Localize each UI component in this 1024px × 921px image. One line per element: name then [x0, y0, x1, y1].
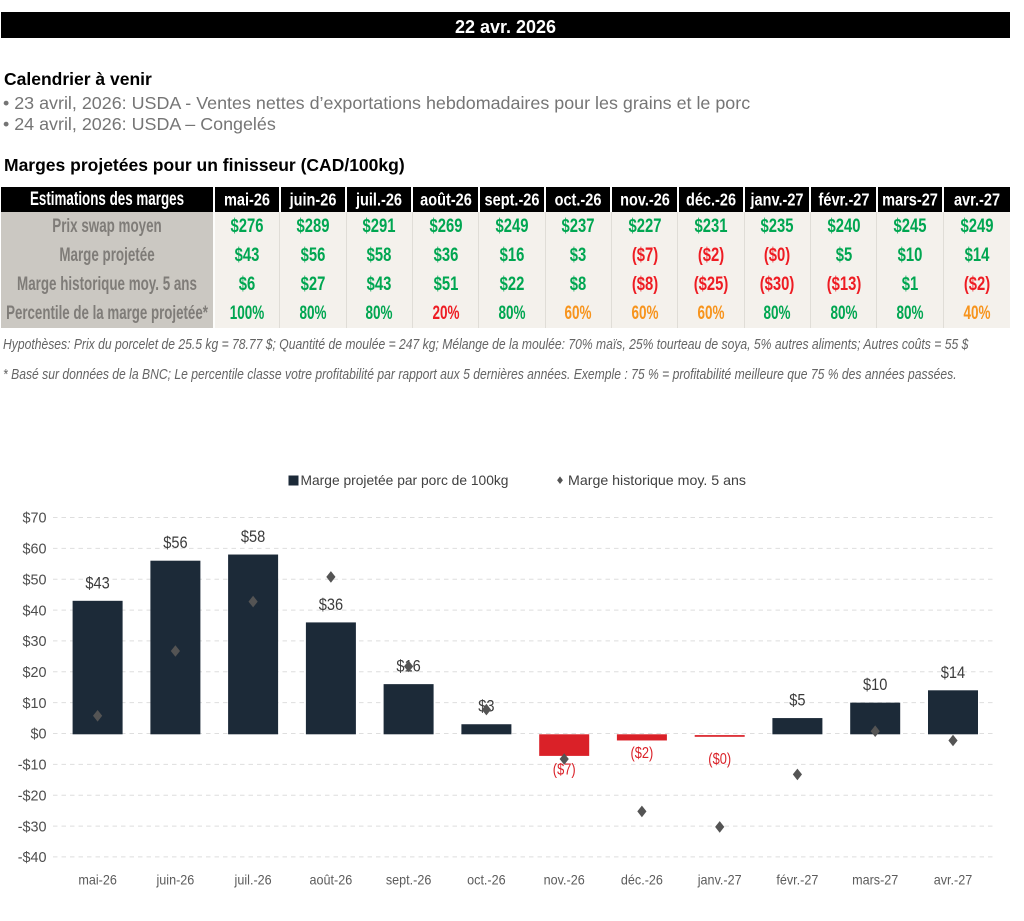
- svg-text:($7): ($7): [553, 762, 576, 779]
- svg-text:$30: $30: [23, 633, 47, 650]
- svg-text:-$10: -$10: [18, 757, 47, 774]
- svg-text:$40: $40: [23, 602, 47, 619]
- svg-text:mai-26: mai-26: [78, 872, 117, 888]
- svg-text:($2): ($2): [631, 745, 654, 762]
- svg-text:nov.-26: nov.-26: [544, 872, 585, 888]
- svg-text:déc.-26: déc.-26: [621, 872, 663, 888]
- svg-text:$50: $50: [23, 571, 47, 588]
- svg-text:janv.-27: janv.-27: [697, 872, 742, 888]
- svg-text:Marge projetée par porc de 100: Marge projetée par porc de 100kg: [301, 472, 509, 488]
- svg-text:$5: $5: [789, 691, 805, 710]
- svg-text:sept.-26: sept.-26: [386, 872, 432, 888]
- svg-text:$56: $56: [163, 533, 187, 552]
- svg-text:$70: $70: [23, 510, 47, 527]
- svg-text:févr.-27: févr.-27: [776, 872, 818, 888]
- svg-text:juin-26: juin-26: [156, 872, 195, 888]
- svg-text:août-26: août-26: [310, 872, 353, 888]
- svg-text:-$20: -$20: [18, 787, 47, 804]
- svg-text:mars-27: mars-27: [852, 872, 898, 888]
- svg-text:juil.-26: juil.-26: [234, 872, 272, 888]
- svg-text:-$40: -$40: [18, 849, 47, 866]
- svg-text:$43: $43: [85, 573, 109, 592]
- svg-text:-$30: -$30: [18, 818, 47, 835]
- svg-text:$36: $36: [319, 595, 343, 614]
- svg-text:($0): ($0): [708, 751, 731, 768]
- svg-text:$0: $0: [31, 726, 47, 743]
- svg-text:Marge historique moy. 5 ans: Marge historique moy. 5 ans: [568, 472, 746, 488]
- svg-text:$10: $10: [23, 695, 47, 712]
- svg-text:$10: $10: [863, 675, 887, 694]
- svg-text:$20: $20: [23, 664, 47, 681]
- svg-text:$14: $14: [941, 663, 965, 682]
- svg-text:avr.-27: avr.-27: [934, 872, 973, 888]
- svg-text:$60: $60: [23, 541, 47, 558]
- svg-text:oct.-26: oct.-26: [467, 872, 506, 888]
- svg-text:$58: $58: [241, 527, 265, 546]
